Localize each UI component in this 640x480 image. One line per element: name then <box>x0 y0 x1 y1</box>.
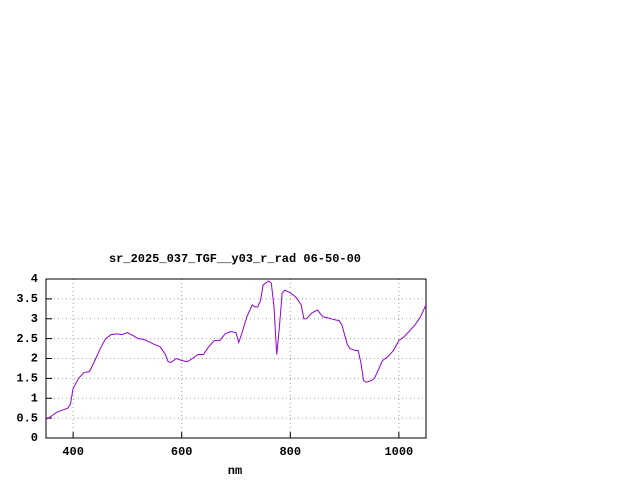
x-axis-label: nm <box>228 464 242 478</box>
y-tick-label: 2 <box>31 352 38 366</box>
data-line <box>45 280 427 420</box>
y-tick-label: 3 <box>31 312 38 326</box>
y-tick-label: 0.5 <box>16 411 38 425</box>
y-tick-label: 4 <box>31 272 38 286</box>
x-tick-label: 800 <box>279 445 301 459</box>
y-tick-label: 3.5 <box>16 292 38 306</box>
x-tick-label: 1000 <box>384 445 413 459</box>
y-tick-label: 0 <box>31 431 38 445</box>
y-tick-label: 1 <box>31 391 38 405</box>
x-tick-label: 600 <box>171 445 193 459</box>
chart-title: sr_2025_037_TGF__y03_r_rad 06-50-00 <box>109 252 361 266</box>
y-tick-label: 2.5 <box>16 332 38 346</box>
plot-border <box>45 278 427 439</box>
x-tick-label: 400 <box>62 445 84 459</box>
y-tick-label: 1.5 <box>16 372 38 386</box>
